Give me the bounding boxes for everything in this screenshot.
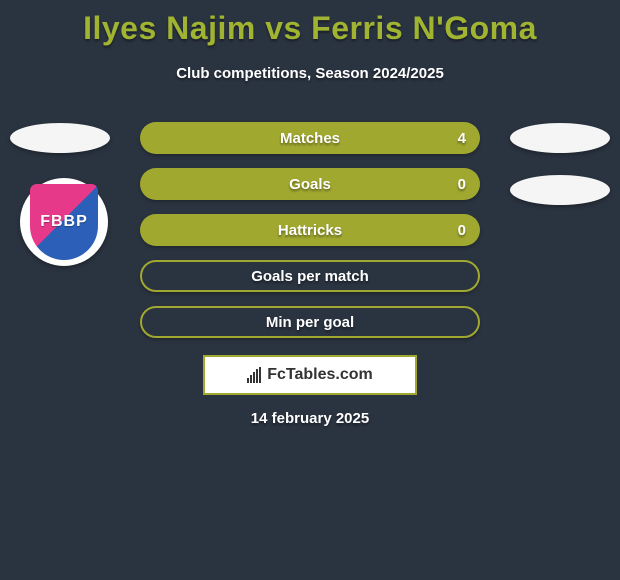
stat-bar-label: Matches: [280, 130, 340, 147]
stat-bar: Hattricks 0: [140, 214, 480, 246]
stat-bar: Matches 4: [140, 122, 480, 154]
stat-bar: Goals 0: [140, 168, 480, 200]
club-badge-shield: FBBP: [30, 184, 98, 260]
stat-bars: Matches 4 Goals 0 Hattricks 0 Goals per match M…: [140, 122, 480, 352]
stat-bar-label: Goals: [289, 176, 331, 193]
player-right-photo-placeholder-1: [510, 123, 610, 153]
stat-bar-label: Min per goal: [266, 314, 354, 331]
date-label: 14 february 2025: [0, 410, 620, 427]
brand-box: FcTables.com: [203, 355, 417, 395]
comparison-title: Ilyes Najim vs Ferris N'Goma: [0, 0, 620, 47]
stat-bar-value: 4: [458, 130, 466, 147]
bar-chart-icon: [247, 367, 261, 383]
brand-text: FcTables.com: [267, 366, 373, 384]
stat-bar-label: Hattricks: [278, 222, 342, 239]
stat-bar: Goals per match: [140, 260, 480, 292]
player-right-photo-placeholder-2: [510, 175, 610, 205]
stat-bar-value: 0: [458, 222, 466, 239]
comparison-subtitle: Club competitions, Season 2024/2025: [0, 65, 620, 82]
stat-bar: Min per goal: [140, 306, 480, 338]
club-badge-text: FBBP: [40, 213, 88, 231]
stat-bar-value: 0: [458, 176, 466, 193]
club-badge: FBBP: [20, 178, 108, 266]
player-left-photo-placeholder: [10, 123, 110, 153]
stat-bar-label: Goals per match: [251, 268, 369, 285]
